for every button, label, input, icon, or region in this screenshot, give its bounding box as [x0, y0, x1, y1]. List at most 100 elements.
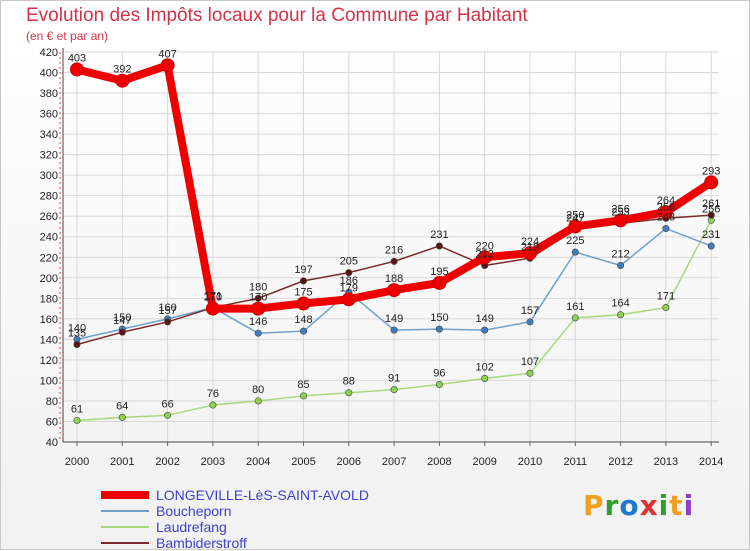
data-label: 175: [294, 286, 312, 298]
x-tick-label: 2007: [382, 456, 406, 468]
data-point: [341, 292, 356, 307]
y-tick-label: 420: [40, 47, 58, 59]
data-label: 64: [116, 400, 128, 412]
data-label: 264: [657, 195, 675, 207]
chart-title: Evolution des Impôts locaux pour la Comm…: [26, 5, 528, 26]
logo-letter: o: [619, 489, 640, 522]
data-point: [390, 257, 398, 265]
data-label: 146: [249, 316, 267, 328]
x-tick-label: 2005: [291, 456, 315, 468]
y-tick-label: 180: [40, 293, 58, 305]
y-tick-label: 140: [40, 334, 58, 346]
y-tick-label: 400: [40, 68, 58, 80]
data-label: 170: [249, 292, 267, 304]
data-point: [160, 58, 175, 73]
data-point: [209, 401, 217, 409]
data-label: 247: [566, 213, 584, 225]
data-label: 76: [207, 388, 219, 400]
data-label: 148: [294, 314, 312, 326]
data-point: [73, 340, 81, 348]
data-label: 96: [433, 368, 445, 380]
data-label: 219: [521, 241, 539, 253]
x-tick-label: 2000: [65, 456, 89, 468]
data-point: [481, 374, 489, 382]
data-point: [251, 301, 266, 316]
data-label: 180: [249, 281, 267, 293]
data-label: 135: [68, 328, 86, 340]
data-point: [707, 211, 715, 219]
y-tick-label: 300: [40, 170, 58, 182]
data-label: 403: [68, 52, 86, 64]
legend-label: LONGEVILLE-LèS-SAINT-AVOLD: [156, 487, 369, 503]
data-point: [73, 416, 81, 424]
data-label: 149: [476, 313, 494, 325]
data-label: 157: [521, 305, 539, 317]
data-point: [254, 397, 262, 405]
logo-letter: r: [604, 489, 620, 522]
data-label: 258: [657, 201, 675, 213]
data-point: [387, 283, 402, 298]
data-label: 179: [340, 282, 358, 294]
data-label: 250: [566, 209, 584, 221]
data-point: [481, 326, 489, 334]
data-point: [254, 294, 262, 302]
data-label: 102: [476, 361, 494, 373]
data-point: [435, 381, 443, 389]
legend-label: Boucheporn: [156, 503, 232, 519]
data-label: 161: [566, 301, 584, 313]
y-tick-label: 60: [46, 416, 58, 428]
data-label: 61: [71, 403, 83, 415]
data-label: 150: [430, 312, 448, 324]
data-point: [299, 392, 307, 400]
data-label: 150: [113, 312, 131, 324]
x-tick-label: 2010: [518, 456, 542, 468]
data-label: 231: [702, 229, 720, 241]
data-label: 220: [476, 240, 494, 252]
data-label: 160: [158, 302, 176, 314]
data-label: 216: [385, 244, 403, 256]
data-point: [526, 369, 534, 377]
data-point: [118, 413, 126, 421]
data-point: [70, 62, 84, 77]
data-label: 149: [385, 313, 403, 325]
legend-swatch: [101, 491, 149, 499]
data-label: 225: [566, 235, 584, 247]
x-tick-label: 2009: [472, 456, 496, 468]
data-label: 171: [204, 291, 222, 303]
data-point: [617, 311, 625, 319]
legend-label: Bambiderstroff: [156, 535, 247, 551]
data-label: 212: [611, 248, 629, 260]
data-point: [477, 250, 492, 265]
data-point: [254, 329, 262, 337]
y-tick-label: 120: [40, 355, 58, 367]
y-tick-label: 340: [40, 129, 58, 141]
data-label: 157: [158, 305, 176, 317]
data-point: [617, 261, 625, 269]
axes: 40 60 80 100 120 140 160 180 200 220 240 260 280 300 3…: [40, 47, 724, 468]
y-tick-label: 40: [46, 437, 58, 449]
data-point: [662, 225, 670, 233]
data-label: 164: [611, 298, 629, 310]
logo-letter: t: [669, 489, 684, 522]
data-point: [571, 248, 579, 256]
data-label: 253: [611, 206, 629, 218]
data-label: 91: [388, 373, 400, 385]
y-tick-label: 240: [40, 232, 58, 244]
data-point: [296, 296, 311, 311]
data-point: [345, 389, 353, 397]
logo-letter: P: [583, 489, 605, 522]
data-point: [704, 175, 719, 190]
y-tick-label: 80: [46, 396, 58, 408]
data-point: [435, 325, 443, 333]
proxiti-logo: Proxiti: [583, 489, 694, 522]
y-tick-label: 380: [40, 88, 58, 100]
data-label: 195: [430, 266, 448, 278]
x-tick-label: 2014: [699, 456, 723, 468]
y-tick-label: 320: [40, 150, 58, 162]
data-label: 197: [294, 264, 312, 276]
data-label: 248: [657, 212, 675, 224]
data-point: [613, 213, 628, 228]
y-tick-label: 260: [40, 211, 58, 223]
